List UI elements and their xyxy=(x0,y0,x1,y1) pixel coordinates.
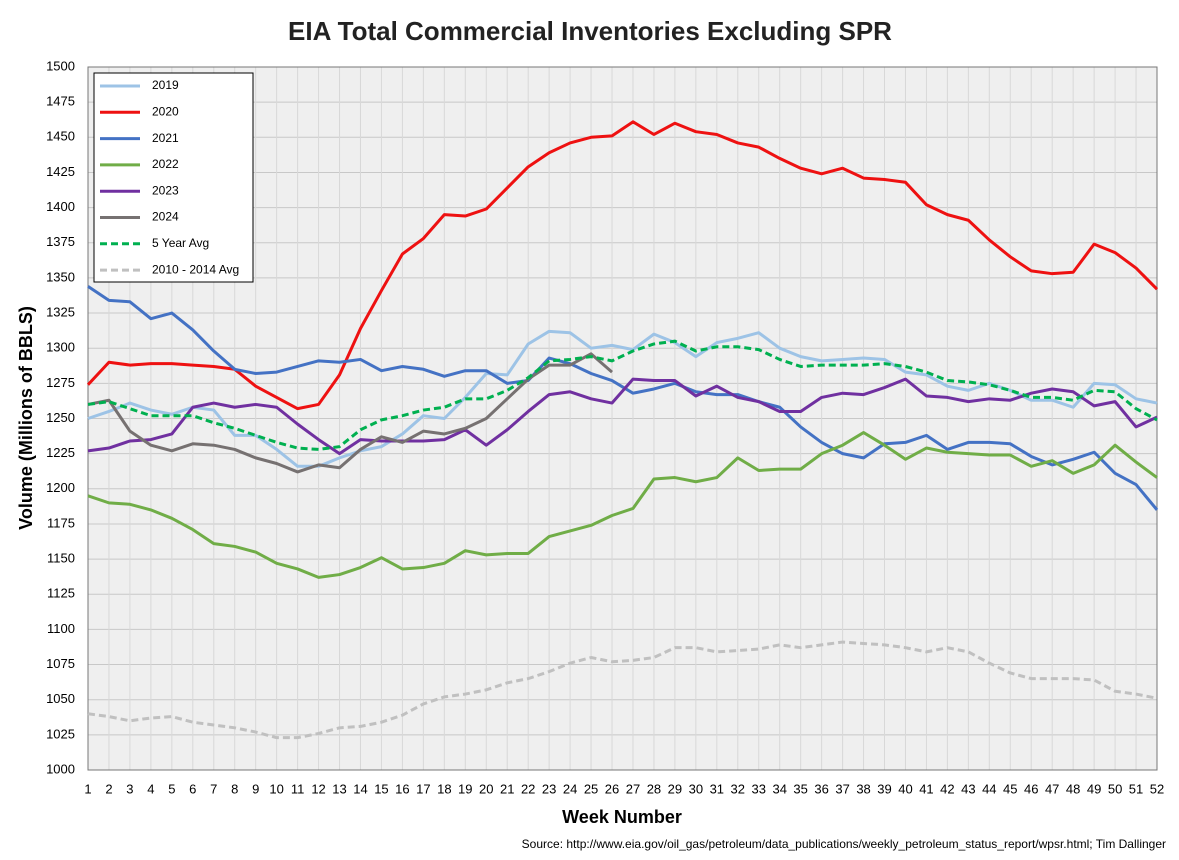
y-axis-title: Volume (Millions of BBLS) xyxy=(16,306,36,530)
x-tick-label: 8 xyxy=(231,781,238,796)
y-tick-label: 1175 xyxy=(47,515,75,530)
y-tick-label: 1475 xyxy=(46,94,75,109)
y-tick-label: 1500 xyxy=(46,58,75,73)
x-tick-label: 32 xyxy=(731,781,745,796)
x-tick-label: 25 xyxy=(584,781,598,796)
x-tick-label: 42 xyxy=(940,781,954,796)
x-tick-label: 29 xyxy=(668,781,682,796)
legend-label: 2022 xyxy=(152,157,179,171)
legend-label: 2021 xyxy=(152,131,179,145)
legend-label: 2010 - 2014 Avg xyxy=(152,262,239,276)
x-tick-label: 20 xyxy=(479,781,493,796)
x-axis-title: Week Number xyxy=(562,807,682,827)
x-tick-label: 52 xyxy=(1150,781,1164,796)
x-tick-label: 35 xyxy=(793,781,807,796)
y-tick-label: 1125 xyxy=(47,586,75,601)
x-tick-label: 36 xyxy=(814,781,828,796)
legend-label: 2019 xyxy=(152,78,179,92)
x-tick-label: 15 xyxy=(374,781,388,796)
x-tick-label: 27 xyxy=(626,781,640,796)
x-tick-label: 51 xyxy=(1129,781,1143,796)
x-tick-label: 3 xyxy=(126,781,133,796)
y-tick-label: 1200 xyxy=(46,480,75,495)
y-tick-label: 1075 xyxy=(46,656,75,671)
x-tick-label: 10 xyxy=(269,781,283,796)
x-tick-label: 33 xyxy=(752,781,766,796)
legend-label: 2023 xyxy=(152,183,179,197)
series-line xyxy=(87,352,614,474)
x-tick-label: 21 xyxy=(500,781,514,796)
x-tick-label: 13 xyxy=(332,781,346,796)
x-tick-label: 9 xyxy=(252,781,259,796)
x-tick-label: 5 xyxy=(168,781,175,796)
x-tick-label: 2 xyxy=(105,781,112,796)
x-tick-label: 48 xyxy=(1066,781,1080,796)
y-tick-label: 1050 xyxy=(46,691,75,706)
y-tick-label: 1150 xyxy=(47,551,75,566)
x-tick-label: 16 xyxy=(395,781,409,796)
x-tick-label: 37 xyxy=(835,781,849,796)
y-tick-label: 1425 xyxy=(46,164,75,179)
source-note: Source: http://www.eia.gov/oil_gas/petro… xyxy=(522,837,1166,851)
x-tick-label: 26 xyxy=(605,781,619,796)
series-line xyxy=(87,377,1158,456)
y-tick-label: 1225 xyxy=(46,445,75,460)
series-line xyxy=(87,640,1158,740)
y-tick-label: 1375 xyxy=(46,234,75,249)
y-tick-label: 1275 xyxy=(46,375,75,390)
chart-title: EIA Total Commercial Inventories Excludi… xyxy=(288,16,892,46)
x-tick-label: 12 xyxy=(311,781,325,796)
y-tick-label: 1250 xyxy=(46,410,75,425)
x-tick-label: 31 xyxy=(710,781,724,796)
x-tick-label: 28 xyxy=(647,781,661,796)
x-tick-label: 23 xyxy=(542,781,556,796)
x-tick-label: 22 xyxy=(521,781,535,796)
x-tick-label: 44 xyxy=(982,781,996,796)
x-tick-label: 24 xyxy=(563,781,577,796)
x-tick-label: 34 xyxy=(772,781,786,796)
series-line xyxy=(87,339,1158,451)
x-tick-label: 14 xyxy=(353,781,367,796)
x-tick-label: 11 xyxy=(291,781,305,796)
x-tick-label: 18 xyxy=(437,781,451,796)
x-tick-label: 49 xyxy=(1087,781,1101,796)
y-tick-label: 1350 xyxy=(46,269,75,284)
y-tick-label: 1400 xyxy=(46,199,75,214)
y-tick-label: 1100 xyxy=(47,621,75,636)
y-tick-label: 1325 xyxy=(46,304,75,319)
legend-label: 2020 xyxy=(152,104,179,118)
legend-label: 5 Year Avg xyxy=(152,236,209,250)
x-tick-label: 43 xyxy=(961,781,975,796)
series-line xyxy=(87,329,1158,468)
legend-label: 2024 xyxy=(152,210,179,224)
x-tick-label: 30 xyxy=(689,781,703,796)
x-tick-label: 41 xyxy=(919,781,933,796)
x-tick-label: 1 xyxy=(84,781,91,796)
x-tick-label: 45 xyxy=(1003,781,1017,796)
x-tick-label: 46 xyxy=(1024,781,1038,796)
x-tick-label: 17 xyxy=(416,781,430,796)
x-tick-label: 38 xyxy=(856,781,870,796)
y-tick-label: 1000 xyxy=(46,761,75,776)
series-line xyxy=(86,120,1159,411)
x-tick-label: 4 xyxy=(147,781,154,796)
y-tick-label: 1300 xyxy=(46,340,75,355)
x-tick-label: 40 xyxy=(898,781,912,796)
x-tick-label: 39 xyxy=(877,781,891,796)
y-tick-label: 1450 xyxy=(46,129,75,144)
x-tick-label: 50 xyxy=(1108,781,1122,796)
series-line xyxy=(87,285,1159,511)
series-line xyxy=(87,431,1158,579)
x-tick-label: 7 xyxy=(210,781,217,796)
x-tick-label: 47 xyxy=(1045,781,1059,796)
y-tick-label: 1025 xyxy=(46,726,75,741)
legend-box xyxy=(93,72,254,283)
x-tick-label: 19 xyxy=(458,781,472,796)
x-tick-label: 6 xyxy=(189,781,196,796)
